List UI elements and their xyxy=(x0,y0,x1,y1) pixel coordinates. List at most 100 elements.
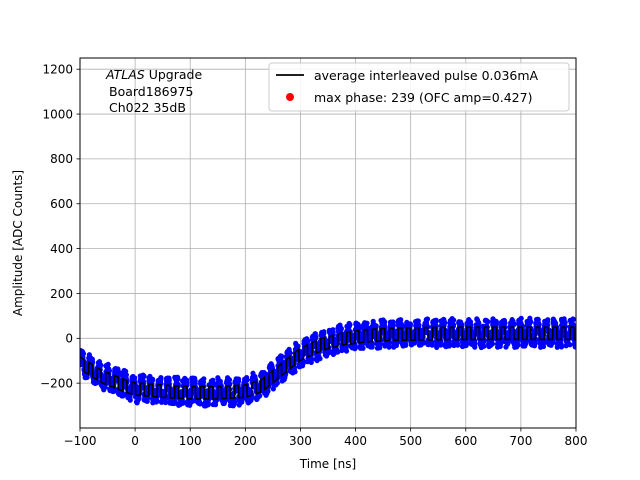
sample-point-3268 xyxy=(572,344,576,350)
average-pulse-line xyxy=(80,326,576,400)
sample-point-2236 xyxy=(416,322,422,328)
sample-point-3275 xyxy=(451,317,457,323)
sample-point-2350 xyxy=(433,317,439,323)
sample-point-3330 xyxy=(180,378,186,384)
sample-point-535 xyxy=(158,374,164,381)
sample-point-1978 xyxy=(377,345,383,351)
sample-point-2116 xyxy=(398,317,404,323)
sample-point-3323 xyxy=(117,378,123,384)
sample-point-83 xyxy=(89,356,95,362)
sample-point-48 xyxy=(84,374,90,380)
sample-point-2912 xyxy=(518,315,524,321)
sample-point-3086 xyxy=(545,317,551,323)
legend-entry-average: average interleaved pulse 0.036mA xyxy=(314,68,539,83)
y-tick-label-1: 0 xyxy=(65,332,73,346)
annotation-board: Board186975 xyxy=(109,84,193,99)
sample-point-876 xyxy=(210,377,216,383)
axes-frame xyxy=(79,57,577,429)
sample-point-3274 xyxy=(263,371,269,377)
sample-point-1021 xyxy=(232,399,238,405)
sample-point-3312 xyxy=(534,318,540,324)
sample-point-2066 xyxy=(390,323,396,329)
sample-point-3288 xyxy=(438,318,444,324)
sample-point-588 xyxy=(166,377,172,383)
sample-point-195 xyxy=(106,368,112,374)
plot-area xyxy=(80,315,576,409)
sample-point-1585 xyxy=(317,356,323,362)
sample-point-1187 xyxy=(257,393,263,399)
sample-point-423 xyxy=(141,373,147,379)
sample-point-22 xyxy=(80,351,87,357)
sample-point-792 xyxy=(197,401,203,407)
x-tick-label-2: 100 xyxy=(179,434,202,448)
x-tick-label-9: 800 xyxy=(565,434,588,448)
sample-point-508 xyxy=(154,397,160,404)
sample-point-2268 xyxy=(421,340,427,346)
legend-dot-marker xyxy=(286,93,294,101)
sample-point-2779 xyxy=(498,340,504,346)
sample-point-1700 xyxy=(335,349,341,355)
sample-point-2325 xyxy=(429,342,435,348)
sample-point-1331 xyxy=(278,353,285,359)
sample-point-3295 xyxy=(123,381,129,387)
sample-point-2181 xyxy=(407,321,413,327)
sample-point-3294 xyxy=(401,323,407,329)
y-tick-label-6: 1000 xyxy=(42,107,73,121)
sample-point-1671 xyxy=(330,329,336,335)
sample-point-283 xyxy=(120,393,126,399)
sample-point-2633 xyxy=(476,321,482,327)
x-tick-label-3: 200 xyxy=(234,434,257,448)
legend-box xyxy=(268,62,570,112)
sample-point-1387 xyxy=(287,350,293,356)
sample-point-3139 xyxy=(552,320,559,326)
sample-point-646 xyxy=(175,376,181,382)
sample-point-3322 xyxy=(118,371,125,377)
sample-point-2493 xyxy=(455,342,461,348)
sample-point-2292 xyxy=(424,316,431,322)
annotation-upgrade: Upgrade xyxy=(145,67,203,82)
sample-point-737 xyxy=(189,399,195,405)
sample-point-2892 xyxy=(515,342,521,348)
sample-point-1869 xyxy=(360,345,366,351)
sample-point-3327 xyxy=(252,375,258,381)
sample-point-926 xyxy=(217,378,223,384)
sample-point-2607 xyxy=(472,341,478,347)
sample-point-391 xyxy=(136,395,142,401)
sample-point-1302 xyxy=(274,380,280,386)
sample-point-1929 xyxy=(369,344,375,350)
x-axis-ticks: −100 0 100 200 300 400 500 600 700 800 xyxy=(64,428,588,448)
sample-point-3305 xyxy=(458,321,464,327)
sample-point-1815 xyxy=(352,345,358,352)
sample-point-3279 xyxy=(499,321,505,327)
sample-point-2150 xyxy=(403,342,409,348)
x-tick-label-6: 500 xyxy=(399,434,422,448)
annotation-atlas: ATLAS xyxy=(105,67,145,82)
sample-point-567 xyxy=(163,399,169,405)
sample-point-987 xyxy=(226,377,233,383)
sample-point-479 xyxy=(149,378,155,384)
sample-point-1954 xyxy=(373,323,379,329)
y-tick-label-4: 600 xyxy=(50,197,73,211)
sample-point-2975 xyxy=(528,319,534,325)
sample-point-3177 xyxy=(558,342,564,348)
x-tick-label-1: 0 xyxy=(131,434,139,448)
sample-point-1610 xyxy=(321,329,327,335)
legend-entry-max-phase: max phase: 239 (OFC amp=0.427) xyxy=(314,90,532,105)
sample-point-1439 xyxy=(295,343,301,349)
sample-point-307 xyxy=(123,372,129,378)
sample-point-1529 xyxy=(309,356,315,363)
x-tick-label-8: 700 xyxy=(509,434,532,448)
annotation-line-1: ATLAS Upgrade xyxy=(105,67,202,82)
sample-point-138 xyxy=(98,362,104,368)
sample-point-362 xyxy=(132,375,138,381)
y-axis-ticks: −200 0 200 400 600 800 1000 1200 xyxy=(40,63,80,390)
sample-point-3320 xyxy=(310,334,316,340)
legend: average interleaved pulse 0.036mA max ph… xyxy=(268,62,570,112)
x-axis-label: Time [ns] xyxy=(299,457,356,471)
sample-point-2723 xyxy=(489,341,496,347)
x-tick-label-7: 600 xyxy=(454,434,477,448)
sample-point-1782 xyxy=(347,321,353,328)
sample-point-2041 xyxy=(386,344,392,350)
sample-point-3333 xyxy=(212,381,218,387)
